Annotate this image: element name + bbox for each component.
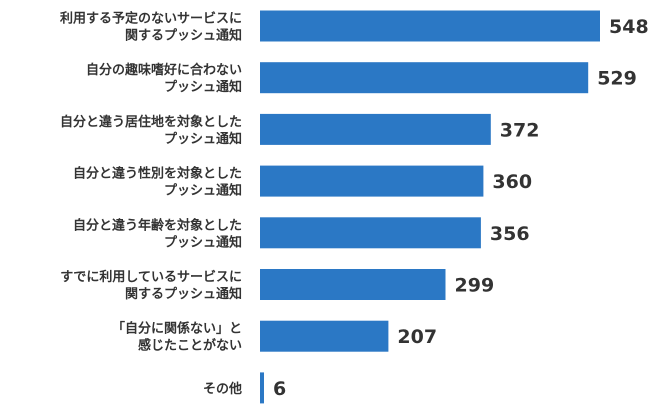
category-label-line: すでに利用しているサービスに <box>60 269 242 285</box>
category-label-7: その他 <box>203 381 242 397</box>
category-label-line: その他 <box>203 381 242 397</box>
category-label-4: 自分と違う年齢を対象としたプッシュ通知 <box>73 217 242 250</box>
bar-1 <box>260 62 589 94</box>
bar-2 <box>260 113 491 145</box>
category-label-line: 自分と違う居住地を対象とした <box>60 114 242 130</box>
bar-5 <box>260 269 446 300</box>
category-label-line: プッシュ通知 <box>164 131 242 147</box>
category-label-2: 自分と違う居住地を対象としたプッシュ通知 <box>60 114 242 147</box>
bar-6 <box>260 320 389 352</box>
category-label-6: 「自分に関係ない」と感じたことがない <box>112 321 242 354</box>
category-label-line: 関するプッシュ通知 <box>125 28 242 44</box>
category-label-line: 自分の趣味嗜好に合わない <box>86 62 242 78</box>
value-label-1: 529 <box>597 68 637 90</box>
category-label-line: 感じたことがない <box>138 338 242 354</box>
value-label-0: 548 <box>609 16 649 38</box>
bar-4 <box>260 217 481 249</box>
value-label-6: 207 <box>397 326 437 348</box>
category-label-line: プッシュ通知 <box>164 79 242 95</box>
value-label-3: 360 <box>492 171 532 193</box>
value-label-5: 299 <box>455 275 495 297</box>
bar-3 <box>260 165 484 197</box>
category-labels: 利用する予定のないサービスに関するプッシュ通知自分の趣味嗜好に合わないプッシュ通… <box>60 11 242 397</box>
category-label-line: 自分と違う年齢を対象とした <box>73 217 242 233</box>
category-label-line: 利用する予定のないサービスに <box>60 11 242 27</box>
category-label-1: 自分の趣味嗜好に合わないプッシュ通知 <box>86 62 242 95</box>
value-label-7: 6 <box>273 378 286 400</box>
bars-layer <box>260 10 600 404</box>
category-label-line: プッシュ通知 <box>164 234 242 250</box>
category-label-line: 関するプッシュ通知 <box>125 286 242 302</box>
category-label-5: すでに利用しているサービスに関するプッシュ通知 <box>60 269 242 302</box>
category-label-0: 利用する予定のないサービスに関するプッシュ通知 <box>60 11 242 44</box>
category-label-3: 自分と違う性別を対象としたプッシュ通知 <box>73 166 242 199</box>
bar-0 <box>260 10 600 42</box>
category-label-line: プッシュ通知 <box>164 183 242 199</box>
value-label-2: 372 <box>500 119 540 141</box>
value-labels: 548 529 372 360 356 299 207 6 <box>273 16 649 400</box>
bar-7 <box>260 372 264 404</box>
category-label-line: 自分と違う性別を対象とした <box>73 166 242 182</box>
value-label-4: 356 <box>490 223 530 245</box>
category-label-line: 「自分に関係ない」と <box>112 321 242 337</box>
